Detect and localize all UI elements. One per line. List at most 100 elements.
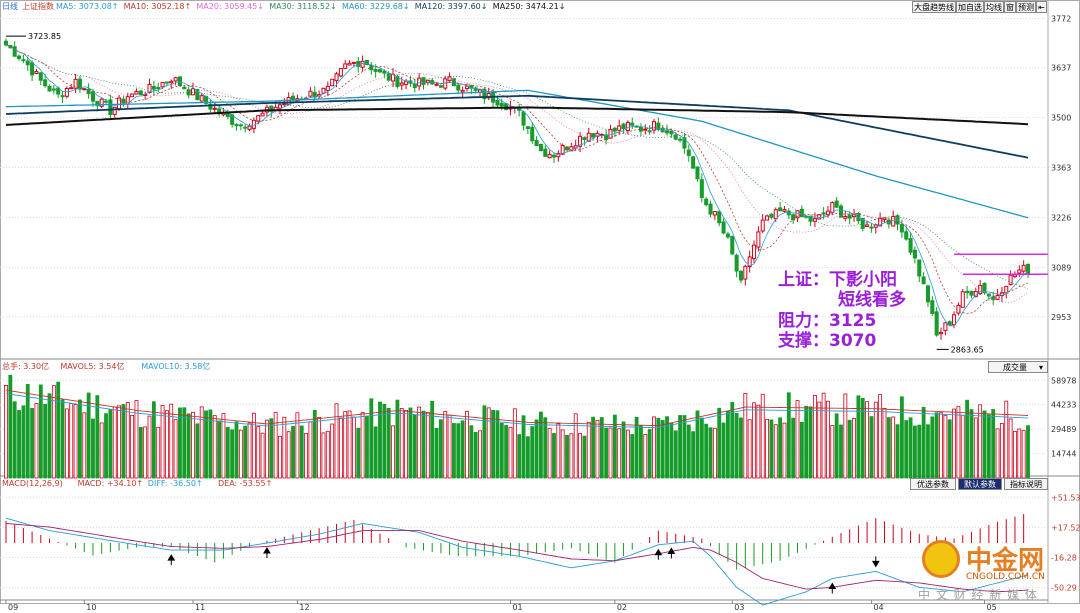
volume-bar [873,401,878,479]
volume-bar [769,419,774,479]
volume-bar [47,393,52,479]
candle-body [691,156,696,169]
volume-bar [160,405,165,479]
candle-body [625,121,630,132]
volume-bar [4,385,8,479]
candle-body [495,99,500,106]
candle-body [952,314,957,326]
volume-bar [817,401,822,479]
candle-body [243,126,248,129]
volume-bar [726,410,730,479]
volume-bar [999,423,1004,479]
add-favorite-button[interactable]: 加自选 [956,1,984,13]
candle-body [212,107,217,110]
candle-body [30,62,35,76]
candle-body [147,83,152,93]
volume-bar [238,429,243,479]
ma-legend-item: MA5: 3073.08↑ [56,2,119,11]
volume-bar [847,419,852,479]
candle-body [369,64,374,71]
candle-body [930,300,935,314]
candle-body [360,60,365,68]
volume-bar [195,423,200,479]
candle-body [521,111,526,126]
candle-body [917,259,922,277]
candle-body [865,224,870,228]
watermark-brand: 中金网 [966,546,1045,576]
volume-tick-label: 58978 [1051,376,1076,385]
volume-bar [630,434,635,479]
window-button[interactable]: 窗 [1004,1,1016,13]
volume-bar [734,412,739,479]
macd-tick-label: -16.28 [1051,553,1077,562]
candle-body [173,77,178,82]
candle-body [956,304,961,314]
candle-body [547,153,552,159]
low-marker-label: 2863.65 [951,345,984,354]
indicator-help-button[interactable]: 指标说明 [1004,478,1048,490]
candle-body [934,311,939,336]
volume-bar [665,416,669,479]
volume-bar [299,425,304,479]
volume-indicator-dropdown[interactable]: 成交量 ▾ [988,361,1048,373]
volume-bar [956,406,961,479]
candle-body [756,231,761,248]
volume-bar [312,410,317,479]
volume-bar [691,431,696,479]
volume-bar [69,403,74,479]
volume-bar [778,417,783,479]
candle-body [630,122,635,126]
volume-bar [747,419,752,479]
candle-body [821,212,826,215]
macd-tick-label: +51.53 [1051,493,1080,502]
volume-bar [604,427,609,479]
candle-body [17,55,22,60]
candle-body [769,213,774,218]
volume-bar [965,399,970,479]
volume-bar [530,426,535,479]
buy-signal-arrow-icon [828,582,837,594]
close-arrow-icon[interactable]: ⇤ [1036,1,1047,13]
candle-body [434,83,439,86]
candle-body [730,235,735,255]
volume-bar [921,406,926,479]
candle-body [86,88,91,95]
candle-body [60,95,65,98]
volume-bar [265,419,269,479]
candle-body [138,90,143,96]
candle-body [530,126,535,142]
volume-bar [756,404,761,479]
candle-body [647,130,652,133]
volume-bar [121,404,126,479]
volume-bar [104,413,108,479]
candle-body [908,238,913,253]
default-params-button[interactable]: 默认参数 [958,478,1002,490]
volume-bar [417,406,422,479]
volume-bar [465,410,469,479]
volume-bar [78,399,82,479]
candle-body [965,290,970,294]
optimized-params-button[interactable]: 优选参数 [910,478,956,490]
volume-bar [1004,400,1009,479]
volume-bar [434,427,439,479]
ma250-line [5,106,1029,126]
watermark-url: CNGOLD.COM.CN [966,572,1045,582]
volume-bar [699,417,704,479]
trend-line-button[interactable]: 大盘趋势线 [912,1,956,13]
volume-bar [38,384,43,479]
candle-body [338,68,343,77]
ma-button[interactable]: 均线 [984,1,1004,13]
volume-tick-label: 14744 [1051,450,1076,459]
candle-body [373,68,378,72]
candle-body [556,153,561,158]
candle-body [960,291,965,308]
volume-bar [143,426,148,479]
candle-body [99,98,104,107]
candle-body [608,128,613,139]
forecast-button[interactable]: 预测 [1016,1,1036,13]
candle-body [12,46,17,57]
volume-bar [565,434,569,479]
candle-body [686,149,691,156]
candle-body [904,231,909,240]
